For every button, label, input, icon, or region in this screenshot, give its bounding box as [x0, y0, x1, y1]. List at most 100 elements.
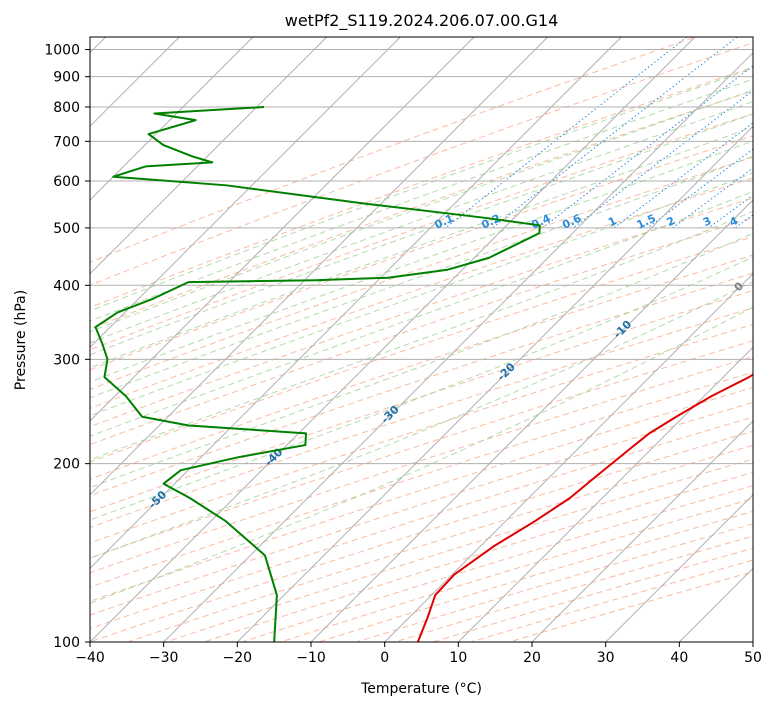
- moist-adiabat-line: [90, 281, 753, 559]
- isotherm-line: [90, 37, 254, 201]
- isotherm-line: [90, 37, 475, 422]
- dry-adiabat-line: [90, 236, 753, 463]
- isotherm-line: [90, 37, 328, 275]
- y-tick-label: 700: [53, 134, 80, 150]
- isotherm-line: [531, 420, 753, 642]
- mixing-ratio-line: [492, 37, 738, 229]
- dry-adiabat-line: [469, 559, 753, 642]
- dry-adiabat-line: [90, 340, 753, 559]
- moist-adiabat-line: [90, 78, 753, 322]
- moist-adiabat-line: [90, 89, 753, 333]
- dry-adiabat-line: [90, 177, 753, 409]
- x-tick-label: 10: [449, 650, 467, 666]
- mixing-ratio-label: 4: [728, 214, 741, 229]
- x-tick-label: −10: [296, 650, 326, 666]
- dry-adiabat-line: [316, 510, 753, 642]
- y-tick-label: 800: [53, 100, 80, 116]
- y-tick-label: 500: [53, 221, 80, 237]
- mixing-ratio-label: 0.2: [479, 212, 502, 232]
- dry-adiabat-line: [90, 156, 753, 390]
- isotherm-line: [90, 37, 696, 642]
- y-axis-label: Pressure (hPa): [13, 290, 29, 390]
- x-axis-label: Temperature (°C): [360, 681, 482, 697]
- isotherm-line: [310, 199, 753, 642]
- y-tick-label: 300: [53, 352, 80, 368]
- mixing-ratio-line: [572, 90, 753, 229]
- x-tick-label: 20: [523, 650, 541, 666]
- moist-adiabat-line: [90, 67, 753, 312]
- moist-adiabat-line: [90, 190, 753, 437]
- y-tick-label: 900: [53, 70, 80, 86]
- dry-adiabat-line: [90, 254, 753, 480]
- mixing-ratio-label: 3: [701, 214, 713, 229]
- dry-adiabat-line: [90, 113, 753, 351]
- moist-adiabat-line: [90, 210, 753, 461]
- moist-adiabat-line: [90, 140, 753, 383]
- y-tick-label: 600: [53, 174, 80, 190]
- moist-adiabat-line: [90, 306, 753, 604]
- dry-adiabat-line: [90, 42, 753, 286]
- mixing-ratio-line: [672, 167, 753, 229]
- dry-adiabat-line: [90, 371, 753, 588]
- y-tick-label: 1000: [44, 43, 80, 59]
- line-labels: 0.10.20.40.611.52346810131620253036-100-…: [30, 212, 775, 553]
- x-tick-label: 0: [380, 650, 389, 666]
- isotherm-label: -60: [30, 530, 53, 553]
- dry-adiabat-line: [90, 66, 753, 309]
- dry-adiabat-line: [90, 401, 753, 616]
- mixing-ratio-line: [734, 214, 753, 229]
- dry-adiabat-line: [90, 356, 753, 574]
- mixing-ratio-line: [613, 122, 753, 229]
- isotherm-line: [384, 272, 753, 642]
- profile-series: [94, 105, 753, 642]
- dry-adiabat-line: [90, 135, 753, 371]
- mixing-ratio-label: 0.6: [560, 212, 583, 232]
- dry-adiabat-line: [202, 471, 753, 642]
- x-tick-label: 40: [670, 650, 688, 666]
- isotherm-label: -10: [611, 318, 634, 341]
- isotherm-label: 0: [732, 279, 747, 294]
- dry-adiabat-line: [354, 523, 753, 642]
- isotherm-line: [752, 641, 753, 642]
- y-tick-label: 200: [53, 457, 80, 473]
- isotherm-line: [90, 37, 401, 349]
- x-tick-label: 30: [597, 650, 615, 666]
- dry-adiabat-line: [90, 290, 753, 513]
- x-tick-label: −30: [149, 650, 179, 666]
- plot-frame: [89, 36, 754, 643]
- dry-adiabat-line: [90, 37, 698, 263]
- dry-adiabat-line: [90, 197, 753, 428]
- mixing-ratio-line: [445, 37, 688, 229]
- moist-adiabat-line: [90, 155, 753, 399]
- x-tick-label: −40: [75, 650, 105, 666]
- background-lines: [90, 37, 753, 642]
- mixing-ratio-label: 6: [766, 214, 775, 229]
- moist-adiabat-line: [90, 101, 753, 344]
- isotherm-line: [236, 125, 753, 642]
- moist-adiabat-line: [90, 232, 753, 489]
- isotherm-label: -50: [146, 488, 169, 511]
- dry-adiabat-line: [90, 323, 753, 544]
- isotherm-line: [90, 37, 622, 570]
- isotherm-label: -30: [379, 403, 402, 426]
- isotherm-line: [163, 51, 753, 642]
- dry-adiabat-line: [90, 217, 753, 446]
- dry-adiabat-line: [393, 535, 753, 642]
- mixing-ratio-line: [542, 65, 753, 229]
- dry-adiabat-line: [90, 386, 753, 602]
- x-tick-label: −20: [223, 650, 253, 666]
- moist-adiabat-line: [90, 172, 753, 417]
- isotherm-line: [678, 567, 753, 642]
- isotherm-line: [90, 37, 549, 496]
- axes: −40 −30 −20 −10 0 10 20 30 40 5010020030040050060…: [44, 43, 762, 666]
- isotherm-label: -20: [495, 360, 518, 383]
- dry-adiabat-line: [90, 307, 753, 529]
- moist-adiabat-line: [90, 256, 753, 521]
- dry-adiabat-line: [90, 272, 753, 497]
- dry-adiabat-line: [90, 416, 753, 630]
- temperature-profile-line: [416, 373, 753, 642]
- x-tick-label: 50: [744, 650, 762, 666]
- y-tick-label: 400: [53, 278, 80, 294]
